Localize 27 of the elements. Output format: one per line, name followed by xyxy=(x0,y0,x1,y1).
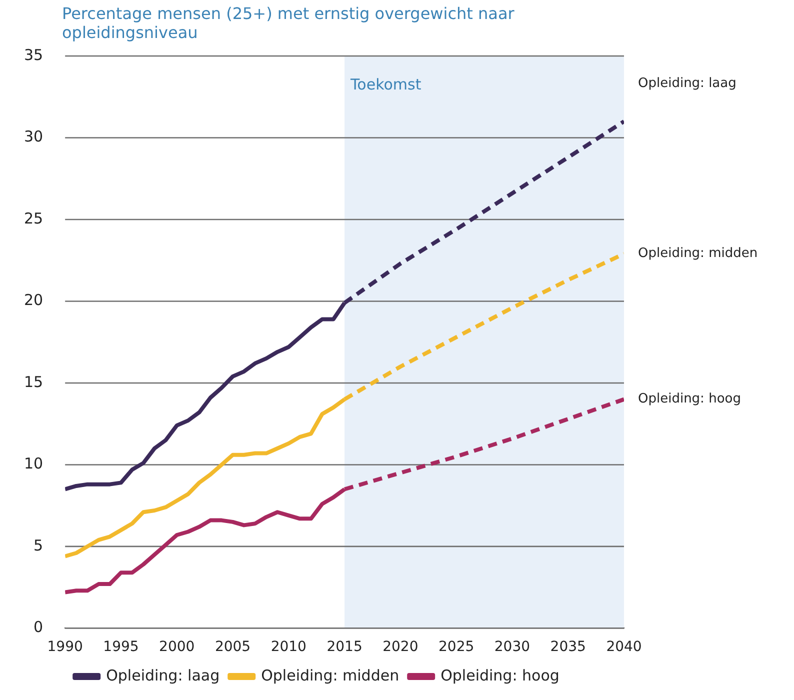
x-tick-label: 1995 xyxy=(103,639,139,656)
x-tick-label: 1990 xyxy=(47,639,83,656)
y-tick-label: 15 xyxy=(24,372,44,391)
y-tick-label: 0 xyxy=(34,618,44,636)
text: Opleiding: laag xyxy=(638,76,736,91)
chart-title: Percentage mensen (25+) met ernstig overgewicht naar opleidingsniveau xyxy=(62,4,516,42)
y-tick-label: 25 xyxy=(24,209,44,228)
x-tick-label: 2020 xyxy=(382,639,418,656)
x-tick-label: 2005 xyxy=(214,639,251,656)
x-tick-label: 2040 xyxy=(606,639,642,656)
y-tick-label: 10 xyxy=(24,454,44,473)
y-tick-label: 30 xyxy=(24,128,44,146)
x-tick-label: 2035 xyxy=(550,639,586,656)
x-tick-label: 2025 xyxy=(438,639,474,656)
y-tick-label: 5 xyxy=(34,536,44,554)
legend-label: Opleiding: hoog xyxy=(440,666,560,684)
x-tick-label: 2010 xyxy=(270,639,306,656)
legend-label: Opleiding: midden xyxy=(261,666,400,684)
y-tick-label: 35 xyxy=(24,46,44,64)
band-label: Toekomst xyxy=(350,75,422,94)
legend-label: Opleiding: laag xyxy=(106,666,220,684)
text: Opleiding: midden xyxy=(638,246,758,262)
x-tick-label: 2030 xyxy=(494,639,530,656)
x-tick-label: 2000 xyxy=(159,639,195,656)
text: Opleiding: hoog xyxy=(638,392,741,407)
x-tick-label: 2015 xyxy=(326,639,362,656)
y-tick-label: 20 xyxy=(24,291,44,310)
